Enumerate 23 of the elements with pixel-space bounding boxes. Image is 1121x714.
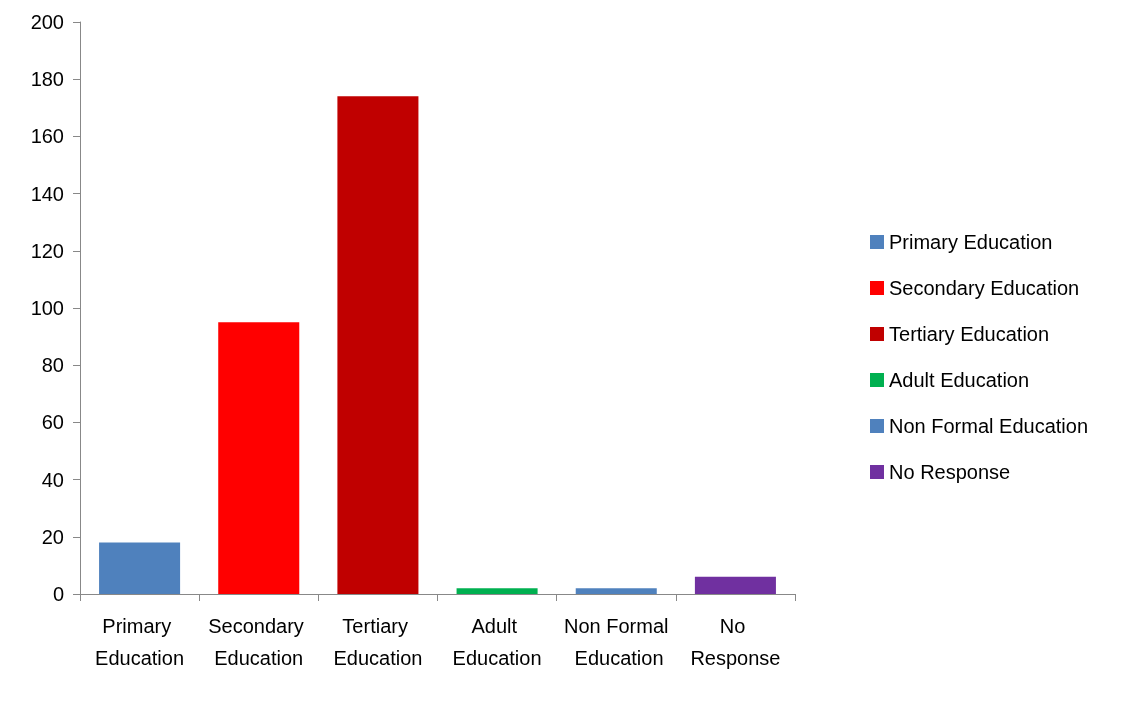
x-tick-label: No Response xyxy=(690,615,781,669)
legend-label: Primary Education xyxy=(889,231,1053,253)
x-tick-label: Primary Education xyxy=(95,615,185,669)
x-tick-label: Tertiary Education xyxy=(333,615,423,669)
y-tick-label: 80 xyxy=(41,354,64,377)
legend-label: Tertiary Education xyxy=(889,323,1050,345)
y-tick-label: 40 xyxy=(41,468,64,491)
x-tick-label: Non Formal Education xyxy=(564,615,669,669)
legend-label: Non Formal Education xyxy=(889,415,1088,437)
y-tick-label: 160 xyxy=(30,125,64,148)
legend-label: No Response xyxy=(889,461,1011,483)
legend-label: Secondary Education xyxy=(889,277,1080,299)
y-tick-label: 140 xyxy=(30,182,64,205)
y-tick-label: 180 xyxy=(30,68,64,91)
y-tick-label: 100 xyxy=(30,297,64,319)
y-tick-label: 0 xyxy=(52,583,64,605)
legend-label: Adult Education xyxy=(889,369,1030,391)
y-tick-label: 20 xyxy=(41,525,64,548)
y-tick-label: 60 xyxy=(41,411,64,434)
y-tick-label: 120 xyxy=(30,239,64,262)
y-tick-label: 200 xyxy=(30,11,64,33)
x-tick-label: Secondary Education xyxy=(208,615,310,669)
x-tick-label: Adult Education xyxy=(452,615,542,669)
